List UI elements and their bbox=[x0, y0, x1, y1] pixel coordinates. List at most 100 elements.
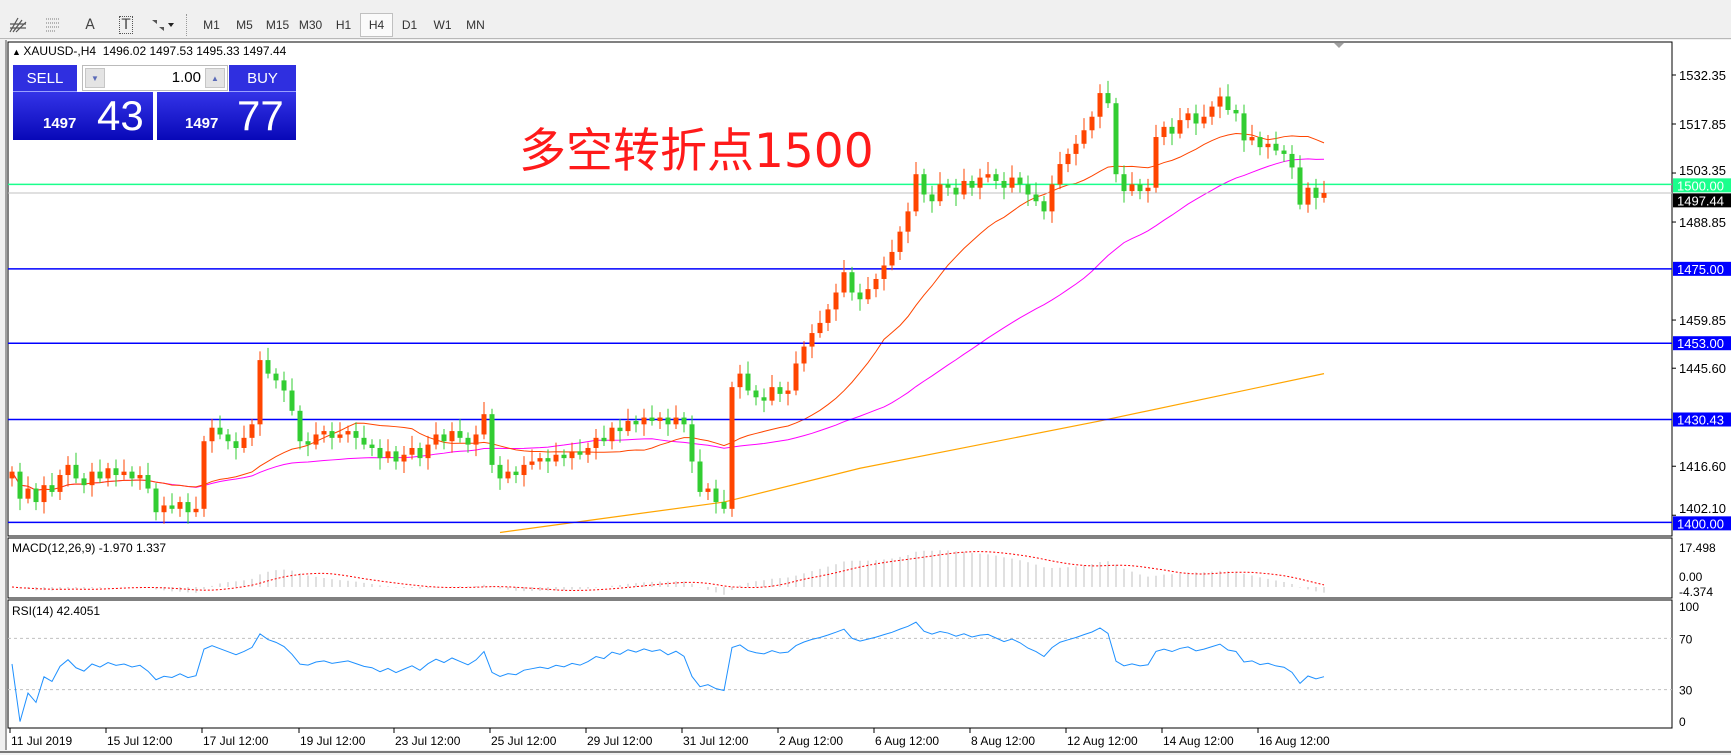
bull-candle bbox=[401, 454, 407, 462]
bear-candle bbox=[457, 431, 463, 438]
bear-candle bbox=[561, 454, 567, 459]
bull-candle bbox=[9, 471, 15, 479]
bear-candle bbox=[393, 451, 399, 462]
bear-candle bbox=[1241, 113, 1247, 141]
price-axis-label: 1503.35 bbox=[1679, 163, 1726, 178]
bear-candle bbox=[17, 471, 23, 499]
bull-candle bbox=[505, 471, 511, 479]
rsi-axis-label: 30 bbox=[1679, 684, 1693, 698]
sell-price-button[interactable]: 1497 43 bbox=[13, 92, 153, 140]
bull-candle bbox=[321, 431, 327, 435]
bull-candle bbox=[809, 333, 815, 347]
increase-lot-button[interactable]: ▲ bbox=[205, 68, 225, 88]
bull-candle bbox=[905, 211, 911, 232]
rsi-axis-label: 100 bbox=[1679, 600, 1699, 614]
timeframe-m1[interactable]: M1 bbox=[203, 18, 220, 32]
bull-candle bbox=[1081, 130, 1087, 144]
bull-candle bbox=[889, 251, 895, 266]
lot-size-input[interactable]: 1.00 bbox=[171, 69, 201, 86]
price-axis-label: 1402.10 bbox=[1679, 501, 1726, 516]
timeframe-h4[interactable]: H4 bbox=[360, 13, 393, 37]
bull-candle bbox=[425, 444, 431, 459]
timeframe-w1[interactable]: W1 bbox=[433, 18, 452, 32]
bear-candle bbox=[1041, 201, 1047, 212]
bull-candle bbox=[1209, 106, 1215, 117]
bear-candle bbox=[73, 464, 79, 479]
text-icon[interactable]: A bbox=[85, 17, 95, 33]
bear-candle bbox=[969, 180, 975, 188]
bull-candle bbox=[873, 278, 879, 290]
bull-candle bbox=[673, 417, 679, 425]
timeframe-m30[interactable]: M30 bbox=[298, 18, 323, 32]
price-panel-frame bbox=[7, 41, 1673, 537]
bull-candle bbox=[1201, 116, 1207, 124]
bull-candle bbox=[737, 373, 743, 388]
bear-candle bbox=[225, 434, 231, 442]
bear-candle bbox=[577, 451, 583, 455]
arrows-icon[interactable] bbox=[144, 13, 180, 37]
level-price-tag bbox=[1673, 178, 1731, 193]
macd-axis-label: 0.00 bbox=[1679, 570, 1703, 584]
bull-candle bbox=[313, 434, 319, 445]
collapse-triangle-icon[interactable]: ▲ bbox=[12, 47, 24, 57]
buy-button[interactable]: BUY bbox=[229, 65, 296, 92]
bear-candle bbox=[129, 471, 135, 479]
bear-candle bbox=[1225, 96, 1231, 110]
bear-candle bbox=[1033, 194, 1039, 202]
timeframe-mn[interactable]: MN bbox=[466, 18, 485, 32]
bear-candle bbox=[153, 488, 159, 513]
level-price-tag bbox=[1673, 412, 1731, 427]
level-price-label: 1500.00 bbox=[1677, 178, 1724, 193]
buy-price-button[interactable]: 1497 77 bbox=[157, 92, 296, 140]
timeframe-m15[interactable]: M15 bbox=[265, 18, 290, 32]
bull-candle bbox=[537, 458, 543, 462]
level-price-label: 1400.00 bbox=[1677, 516, 1724, 531]
bull-candle bbox=[201, 441, 207, 509]
bear-candle bbox=[953, 187, 959, 195]
sell-button[interactable]: SELL bbox=[13, 65, 77, 92]
time-axis-label: 19 Jul 12:00 bbox=[300, 734, 366, 748]
chart-annotation-text[interactable]: 多空转折点1500 bbox=[519, 124, 874, 179]
bull-candle bbox=[529, 461, 535, 465]
bull-candle bbox=[817, 322, 823, 334]
bull-candle bbox=[409, 447, 415, 455]
bear-candle bbox=[777, 387, 783, 394]
bull-candle bbox=[625, 420, 631, 432]
bear-candle bbox=[361, 437, 367, 445]
bear-candle bbox=[145, 475, 151, 489]
timeframe-d1[interactable]: D1 bbox=[401, 18, 418, 32]
fibonacci-levels-icon[interactable] bbox=[36, 13, 72, 37]
price-axis-label: 1532.35 bbox=[1679, 68, 1726, 83]
bull-candle bbox=[433, 434, 439, 445]
bear-candle bbox=[1289, 153, 1295, 168]
lot-size-stepper[interactable]: ▼ 1.00 ▲ bbox=[82, 65, 228, 91]
bull-candle bbox=[193, 508, 199, 513]
bull-candle bbox=[913, 174, 919, 212]
rsi-header: RSI(14) 42.4051 bbox=[12, 604, 101, 618]
bear-candle bbox=[745, 373, 751, 391]
bull-candle bbox=[985, 174, 991, 178]
fibonacci-fan-icon[interactable] bbox=[0, 13, 36, 37]
decrease-lot-button[interactable]: ▼ bbox=[85, 68, 105, 88]
bull-candle bbox=[1145, 187, 1151, 192]
bear-candle bbox=[945, 184, 951, 188]
current-price-tag bbox=[1673, 193, 1731, 208]
bear-candle bbox=[1233, 109, 1239, 114]
price-axis-label: 1445.60 bbox=[1679, 361, 1726, 376]
chart-shift-marker-icon[interactable] bbox=[1334, 43, 1344, 48]
bear-candle bbox=[649, 417, 655, 421]
timeframe-m5[interactable]: M5 bbox=[236, 18, 253, 32]
bear-candle bbox=[497, 464, 503, 479]
time-axis-label: 15 Jul 12:00 bbox=[107, 734, 173, 748]
text-label-icon[interactable]: T bbox=[108, 13, 144, 37]
rsi-panel-frame bbox=[7, 599, 1673, 729]
bear-candle bbox=[377, 447, 383, 459]
price-axis-label: 1416.60 bbox=[1679, 459, 1726, 474]
bull-candle bbox=[65, 464, 71, 476]
bull-candle bbox=[337, 434, 343, 438]
bull-candle bbox=[345, 431, 351, 435]
level-price-label: 1453.00 bbox=[1677, 336, 1724, 351]
timeframe-h1[interactable]: H1 bbox=[335, 18, 352, 32]
bull-candle bbox=[521, 464, 527, 476]
